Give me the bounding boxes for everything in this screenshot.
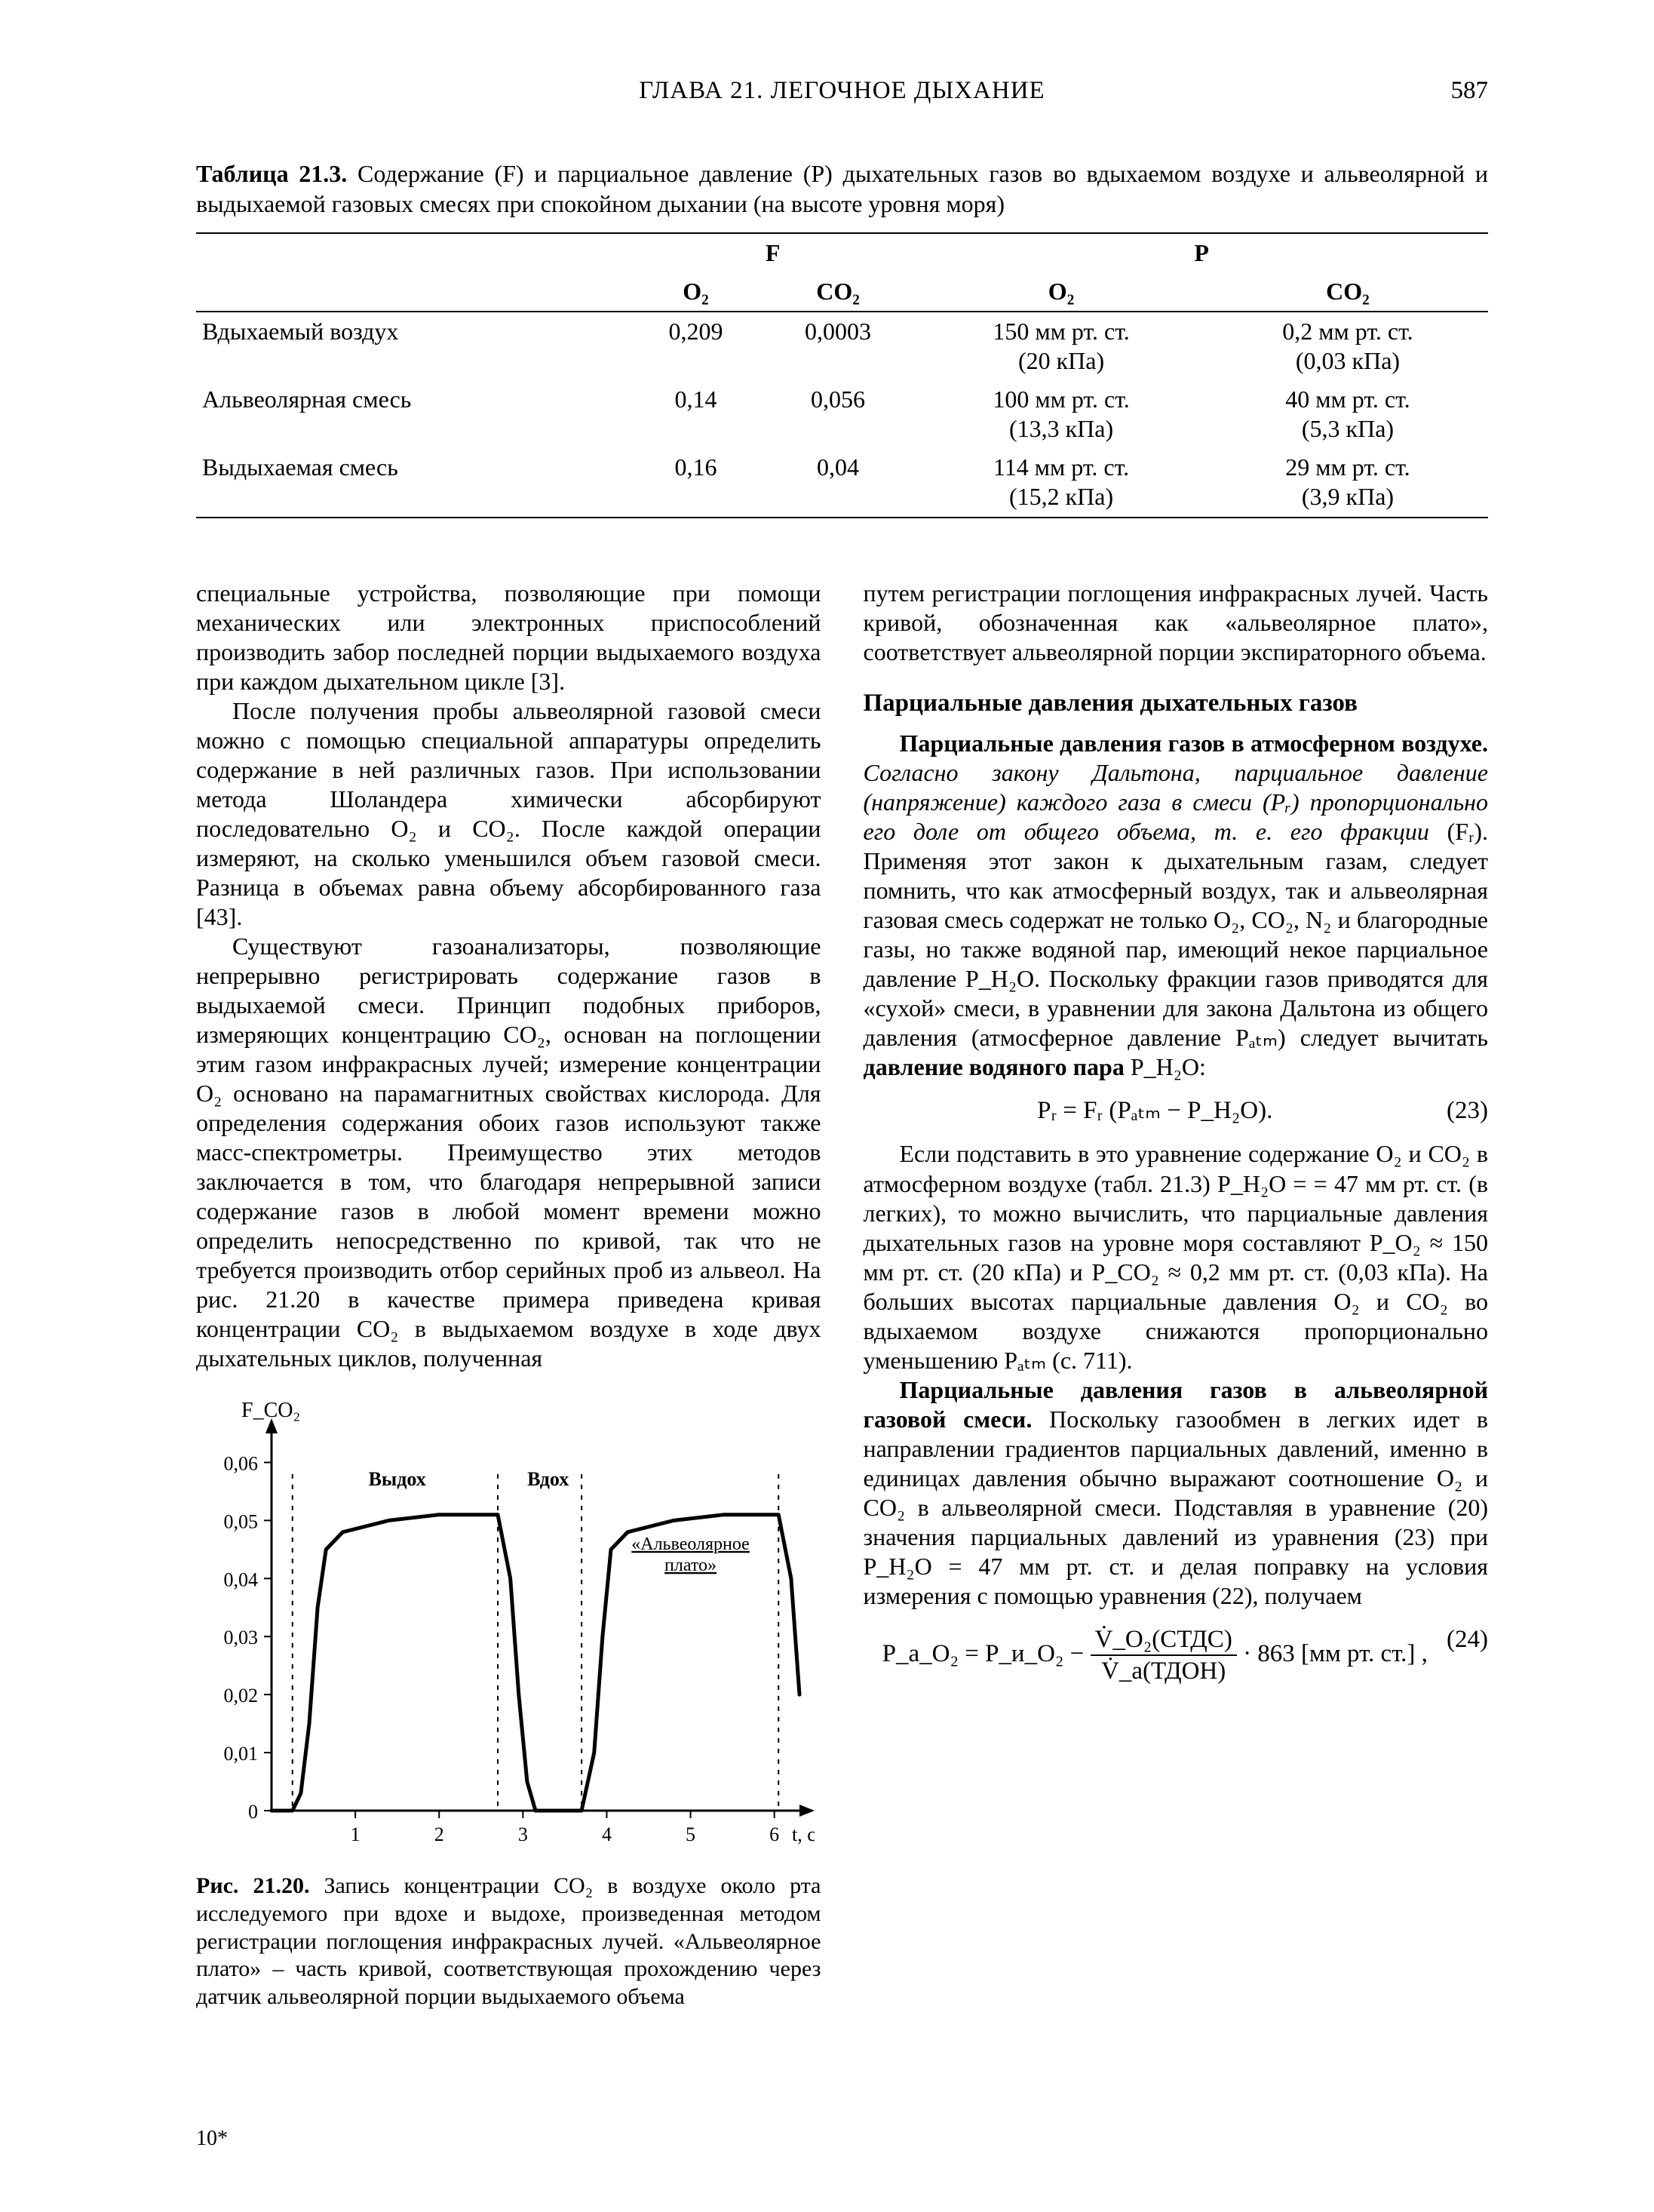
cell: 0,056 xyxy=(761,380,915,448)
cell: 40 мм рт. ст.(5,3 кПа) xyxy=(1208,380,1488,448)
body-columns: специальные устройства, позволяющие при … xyxy=(196,579,1488,2034)
svg-text:2: 2 xyxy=(434,1823,444,1845)
cell: 29 мм рт. ст.(3,9 кПа) xyxy=(1208,448,1488,516)
figure-21-20: 0,06 0,05 0,04 0,03 0,02 0,01 0 1 2 3 4 5 6 F_CO₂ t, c… xyxy=(196,1396,821,2011)
cell: 150 мм рт. ст.(20 кПа) xyxy=(915,312,1208,380)
capnogram-chart: 0,06 0,05 0,04 0,03 0,02 0,01 0 1 2 3 4 5 6 F_CO₂ t, c… xyxy=(196,1396,815,1863)
svg-text:0,02: 0,02 xyxy=(224,1685,259,1707)
svg-text:3: 3 xyxy=(518,1823,528,1845)
table-caption-text: Содержание (F) и парциальное давление (Р… xyxy=(196,160,1488,217)
para: специальные устройства, позволяющие при … xyxy=(196,579,821,696)
svg-text:4: 4 xyxy=(602,1823,612,1845)
para-span: (Fᵣ). Применяя этот закон к дыхательным … xyxy=(864,818,1489,1051)
equation-24: P_a_O₂ = P_и_O₂ − V̇_O₂(СТДС) V̇_а(ТДОН)… xyxy=(864,1624,1489,1687)
table-21-3: F Р О₂ СО₂ О₂ СО₂ Вдыхаемый воздух 0,209… xyxy=(196,232,1488,518)
table-row: Альвеолярная смесь 0,14 0,056 100 мм рт.… xyxy=(196,380,1488,448)
left-column: специальные устройства, позволяющие при … xyxy=(196,579,821,2034)
eq-body: Рᵣ = Fᵣ (Рₐₜₘ − P_H₂O). xyxy=(1037,1097,1272,1124)
page-number: 587 xyxy=(1451,75,1489,106)
para: Существуют газоанализаторы, позволяющие … xyxy=(196,932,821,1373)
eq-tag: (23) xyxy=(1447,1095,1488,1126)
svg-text:0,06: 0,06 xyxy=(224,1453,259,1475)
para-span: Поскольку газообмен в легких идет в напр… xyxy=(864,1406,1489,1609)
table-caption: Таблица 21.3. Содержание (F) и парциальн… xyxy=(196,158,1488,219)
svg-text:0: 0 xyxy=(248,1801,258,1823)
row-label: Выдыхаемая смесь xyxy=(196,448,631,516)
svg-text:Выдох: Выдох xyxy=(369,1469,426,1491)
para: После получения пробы альвеолярной газов… xyxy=(196,696,821,932)
table-row: Выдыхаемая смесь 0,16 0,04 114 мм рт. ст… xyxy=(196,448,1488,516)
para-span: P_H₂O: xyxy=(1131,1053,1206,1080)
eq-frac-den: V̇_а(ТДОН) xyxy=(1091,1654,1237,1686)
running-head: ГЛАВА 21. ЛЕГОЧНОЕ ДЫХАНИЕ xyxy=(196,75,1488,106)
col-F: F xyxy=(631,234,915,272)
para-bold: давление водяного пара xyxy=(864,1053,1125,1080)
table-row: Вдыхаемый воздух 0,209 0,0003 150 мм рт.… xyxy=(196,312,1488,380)
svg-text:1: 1 xyxy=(351,1823,361,1845)
svg-text:плато»: плато» xyxy=(664,1556,717,1575)
col-P: Р xyxy=(915,234,1488,272)
run-in-heading: Парциальные давления газов в атмосферном… xyxy=(900,730,1489,757)
figure-caption-label: Рис. 21.20. xyxy=(196,1873,309,1898)
figure-caption: Рис. 21.20. Запись концентрации СО₂ в во… xyxy=(196,1873,821,2011)
row-label: Вдыхаемый воздух xyxy=(196,312,631,380)
eq-frac-num: V̇_O₂(СТДС) xyxy=(1091,1624,1237,1654)
svg-text:5: 5 xyxy=(686,1823,695,1845)
eq-body-a: P_a_O₂ = P_и_O₂ − xyxy=(882,1640,1085,1667)
svg-text:0,01: 0,01 xyxy=(224,1743,259,1765)
eq-tag: (24) xyxy=(1447,1624,1488,1654)
col-F-CO2: СО₂ xyxy=(761,272,915,311)
svg-text:«Альвеолярное: «Альвеолярное xyxy=(631,1535,750,1554)
section-heading: Парциальные давления дыхательных газов xyxy=(864,688,1489,718)
svg-text:Вдох: Вдох xyxy=(527,1469,569,1491)
col-P-O2: О₂ xyxy=(915,272,1208,311)
cell: 0,0003 xyxy=(761,312,915,380)
svg-text:0,03: 0,03 xyxy=(224,1627,259,1649)
cell: 0,14 xyxy=(631,380,761,448)
page-root: 587 ГЛАВА 21. ЛЕГОЧНОЕ ДЫХАНИЕ Таблица 2… xyxy=(0,0,1654,2212)
svg-text:F_CO₂: F_CO₂ xyxy=(241,1399,300,1422)
para: Парциальные давления газов в атмосферном… xyxy=(864,729,1489,1082)
para: Если подставить в это уравнение содержан… xyxy=(864,1139,1489,1375)
cell: 0,04 xyxy=(761,448,915,516)
cell: 0,209 xyxy=(631,312,761,380)
svg-text:0,05: 0,05 xyxy=(224,1511,259,1533)
cell: 0,16 xyxy=(631,448,761,516)
eq-fraction: V̇_O₂(СТДС) V̇_а(ТДОН) xyxy=(1091,1624,1237,1687)
para: Парциальные давления газов в альвеолярно… xyxy=(864,1375,1489,1611)
para-italic: Согласно закону Дальтона, парциальное да… xyxy=(864,759,1489,845)
cell: 114 мм рт. ст.(15,2 кПа) xyxy=(915,448,1208,516)
table-caption-label: Таблица 21.3. xyxy=(196,160,347,187)
col-P-CO2: СО₂ xyxy=(1208,272,1488,311)
equation-23: Рᵣ = Fᵣ (Рₐₜₘ − P_H₂O). (23) xyxy=(864,1095,1489,1126)
row-label: Альвеолярная смесь xyxy=(196,380,631,448)
cell: 100 мм рт. ст.(13,3 кПа) xyxy=(915,380,1208,448)
col-F-O2: О₂ xyxy=(631,272,761,311)
svg-text:t, c: t, c xyxy=(792,1823,815,1845)
right-column: путем регистрации поглощения инфракрасны… xyxy=(864,579,1489,2034)
cell: 0,2 мм рт. ст.(0,03 кПа) xyxy=(1208,312,1488,380)
svg-text:6: 6 xyxy=(769,1823,779,1845)
signature-mark: 10* xyxy=(196,2126,228,2152)
svg-text:0,04: 0,04 xyxy=(224,1569,259,1591)
eq-body-b: · 863 [мм рт. ст.] , xyxy=(1243,1640,1428,1667)
para: путем регистрации поглощения инфракрасны… xyxy=(864,579,1489,667)
